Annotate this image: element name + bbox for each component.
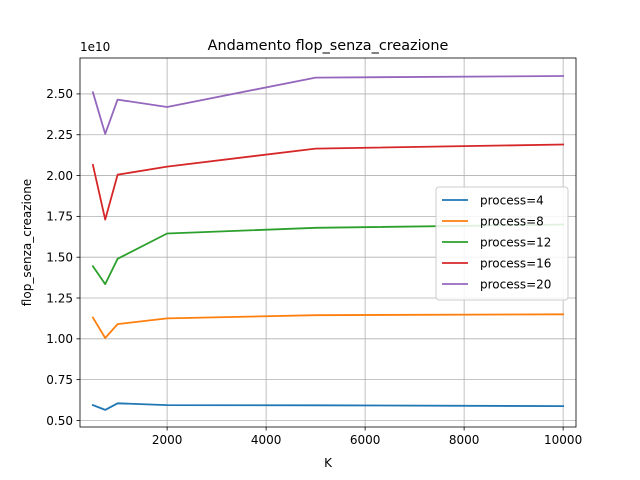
series-lines (91, 75, 565, 411)
series-line (91, 143, 565, 221)
legend: process=4 process=8 process=12 process=16 pr… (435, 186, 569, 301)
x-tick-label: 2000 (152, 433, 183, 447)
legend-label: process=4 (480, 193, 544, 207)
legend-label: process=20 (480, 277, 551, 291)
plot-frame (79, 57, 577, 428)
legend-box (435, 186, 569, 301)
y-tick-label: 1.25 (46, 291, 73, 305)
y-tick-label: 1.75 (46, 210, 73, 224)
y-tick-label: 1.50 (46, 250, 73, 264)
y-offset-label: 1e10 (80, 40, 110, 54)
axis-ticks: 2000 4000 6000 8000 10000 0.50 0.75 1.00 1.25 1.5… (46, 87, 582, 447)
x-axis-label: K (324, 456, 333, 470)
y-tick-label: 0.50 (46, 414, 73, 428)
chart-title: Andamento flop_senza_creazione (208, 38, 449, 54)
series-line (91, 223, 565, 286)
y-tick-label: 2.50 (46, 87, 73, 101)
y-tick-label: 0.75 (46, 373, 73, 387)
series-line (91, 75, 565, 135)
y-tick-label: 2.00 (46, 169, 73, 183)
legend-label: process=8 (480, 214, 544, 228)
y-tick-label: 2.25 (46, 128, 73, 142)
legend-label: process=12 (480, 235, 551, 249)
series-line (91, 313, 565, 339)
legend-label: process=16 (480, 256, 551, 270)
x-tick-label: 10000 (544, 433, 582, 447)
y-tick-label: 1.00 (46, 332, 73, 346)
x-tick-label: 6000 (350, 433, 381, 447)
x-tick-label: 4000 (251, 433, 282, 447)
x-tick-label: 8000 (449, 433, 480, 447)
series-line (91, 402, 565, 411)
y-axis-label: flop_senza_creazione (20, 179, 34, 306)
